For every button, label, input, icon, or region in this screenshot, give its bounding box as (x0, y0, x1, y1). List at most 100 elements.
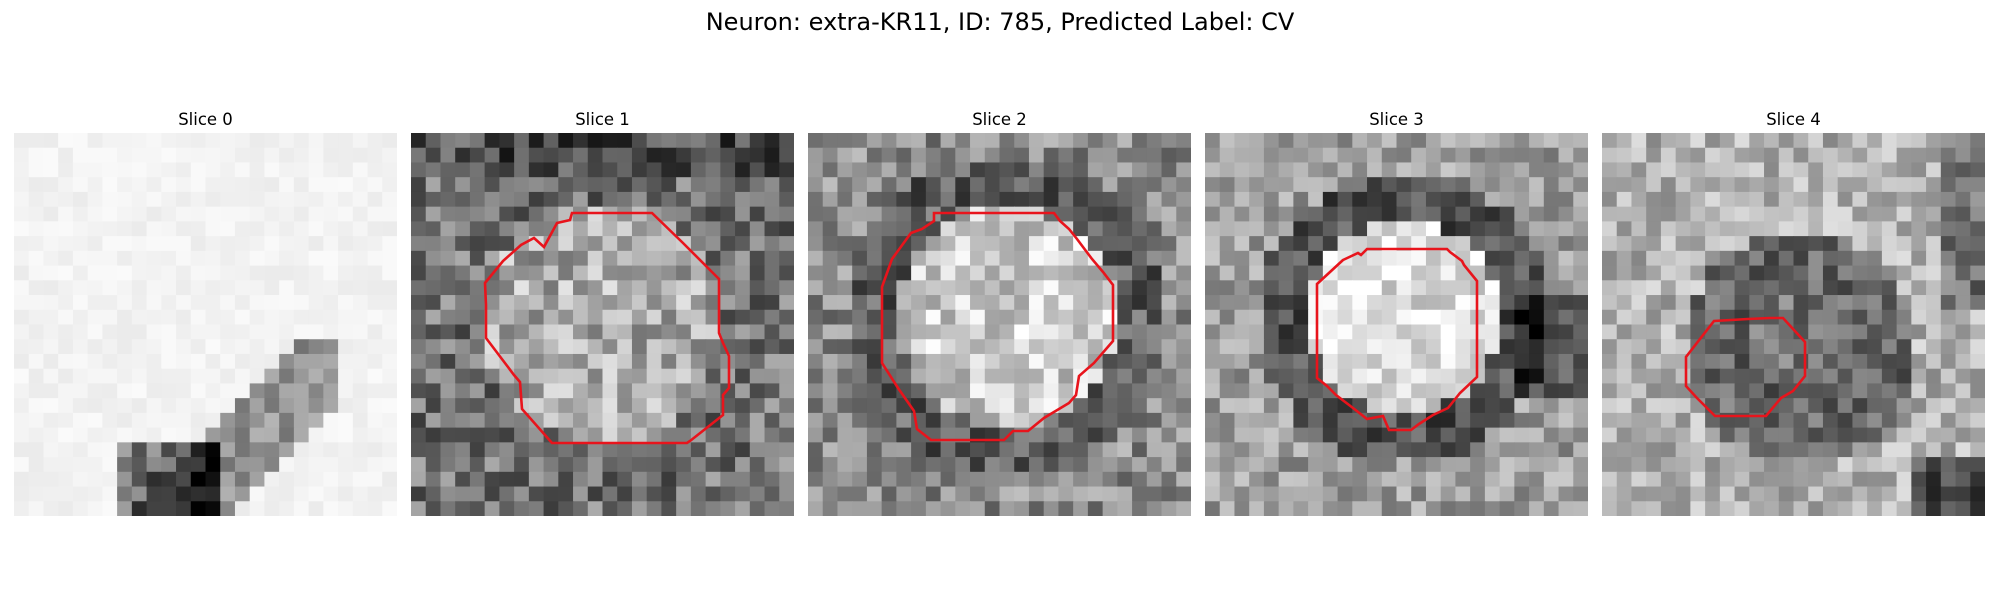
image-pixel (1660, 147, 1677, 164)
image-pixel (573, 309, 589, 326)
image-pixel (676, 206, 692, 222)
image-pixel (1455, 324, 1471, 340)
image-pixel (1822, 280, 1839, 296)
image-pixel (234, 309, 251, 326)
image-pixel (1278, 398, 1294, 414)
image-pixel (1646, 147, 1662, 164)
image-pixel (1499, 206, 1515, 222)
image-pixel (764, 133, 780, 149)
image-pixel (249, 427, 266, 443)
image-pixel (249, 398, 266, 414)
image-pixel (1440, 133, 1457, 149)
image-pixel (352, 412, 369, 429)
image-pixel (1822, 427, 1839, 443)
image-pixel (940, 486, 956, 502)
image-pixel (1278, 162, 1294, 178)
image-pixel (1867, 250, 1883, 267)
image-pixel (72, 353, 89, 370)
image-pixel (469, 457, 486, 473)
image-pixel (528, 486, 545, 502)
image-pixel (1734, 368, 1750, 385)
image-pixel (102, 486, 118, 502)
image-pixel (176, 250, 192, 267)
image-pixel (1514, 206, 1530, 222)
image-pixel (1514, 427, 1530, 443)
image-pixel (117, 133, 133, 149)
image-pixel (1293, 177, 1309, 193)
image-pixel (1161, 383, 1177, 399)
image-pixel (1558, 221, 1574, 237)
image-pixel (28, 177, 45, 193)
image-pixel (1249, 353, 1265, 370)
image-pixel (1675, 324, 1691, 340)
image-pixel (779, 383, 794, 399)
image-pixel (411, 442, 427, 458)
image-pixel (617, 383, 633, 399)
image-pixel (1087, 471, 1104, 488)
image-pixel (558, 221, 574, 237)
image-pixel (1087, 486, 1104, 502)
image-pixel (249, 265, 266, 281)
image-pixel (1631, 162, 1647, 178)
image-pixel (1440, 442, 1457, 458)
image-pixel (705, 250, 721, 267)
image-pixel (1352, 133, 1368, 149)
image-pixel (146, 221, 162, 237)
image-pixel (1881, 191, 1898, 208)
image-pixel (1308, 486, 1324, 502)
image-pixel (425, 353, 442, 370)
image-pixel (352, 147, 369, 164)
image-pixel (1073, 177, 1089, 193)
image-pixel (1322, 133, 1339, 149)
image-pixel (1308, 221, 1324, 237)
image-pixel (720, 457, 736, 473)
image-pixel (1616, 295, 1633, 311)
image-pixel (1470, 133, 1486, 149)
image-pixel (455, 191, 471, 208)
image-pixel (808, 191, 824, 208)
image-pixel (631, 309, 648, 326)
image-pixel (1778, 206, 1795, 222)
image-pixel (852, 295, 868, 311)
image-pixel (573, 383, 589, 399)
image-pixel (661, 309, 677, 326)
image-pixel (131, 162, 148, 178)
image-pixel (279, 236, 295, 252)
image-pixel (1205, 250, 1221, 267)
image-pixel (455, 177, 471, 193)
image-pixel (1146, 324, 1163, 340)
image-pixel (822, 295, 839, 311)
image-pixel (43, 442, 59, 458)
image-pixel (749, 353, 766, 370)
image-pixel (1396, 398, 1412, 414)
image-pixel (1881, 265, 1898, 281)
image-pixel (1396, 339, 1412, 355)
figure-title: Neuron: extra-KR11, ID: 785, Predicted L… (705, 8, 1295, 36)
image-pixel (852, 280, 868, 296)
image-pixel (573, 442, 589, 458)
image-pixel (1249, 221, 1265, 237)
image-pixel (43, 398, 59, 414)
image-pixel (1646, 236, 1662, 252)
image-pixel (469, 147, 486, 164)
image-pixel (1278, 280, 1294, 296)
image-pixel (1102, 471, 1118, 488)
image-pixel (735, 324, 751, 340)
image-pixel (1352, 177, 1368, 193)
image-pixel (1749, 191, 1765, 208)
image-pixel (1381, 265, 1398, 281)
image-pixel (352, 191, 369, 208)
image-pixel (1249, 486, 1265, 502)
image-pixel (382, 383, 397, 399)
image-pixel (1660, 471, 1677, 488)
image-pixel (1675, 177, 1691, 193)
image-pixel (1808, 250, 1824, 267)
image-pixel (1660, 177, 1677, 193)
image-pixel (190, 412, 207, 429)
image-pixel (146, 191, 162, 208)
image-pixel (190, 368, 207, 385)
image-pixel (117, 177, 133, 193)
image-pixel (43, 309, 59, 326)
image-pixel (411, 280, 427, 296)
image-pixel (1102, 309, 1118, 326)
